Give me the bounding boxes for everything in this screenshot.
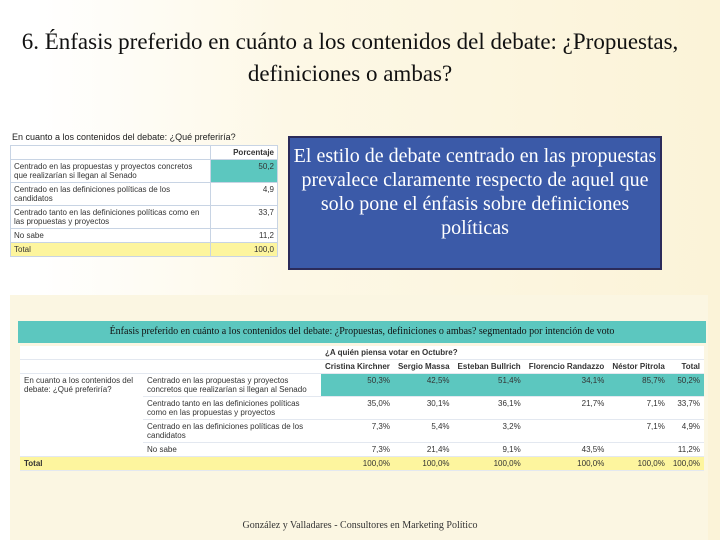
row-label: Centrado tanto en las definiciones polít…: [10, 205, 211, 229]
cell-value: 33,7%: [668, 396, 704, 420]
cell: [20, 346, 321, 360]
cell-value: 7,3%: [321, 442, 394, 457]
table-row: Total 100,0: [10, 242, 278, 257]
cell-value: 100,0: [210, 242, 278, 257]
group-header-row: ¿A quién piensa votar en Octubre?: [20, 346, 704, 360]
row-group: En cuanto a los contenidos del debate: ¿…: [20, 373, 143, 457]
row-label: Centrado en las propuestas y proyectos c…: [143, 373, 321, 397]
cell-value: 7,1%: [608, 396, 669, 420]
cell-value: 30,1%: [393, 396, 454, 420]
cell-value: 100,0%: [453, 456, 525, 471]
cell-value: 42,5%: [393, 373, 454, 397]
segment-table: ¿A quién piensa votar en Octubre? Cristin…: [20, 346, 704, 471]
row-label: Centrado en las propuestas y proyectos c…: [10, 159, 211, 183]
cell: [143, 359, 321, 374]
cell-value: 5,4%: [393, 419, 454, 443]
table-row: Centrado en las definiciones políticas d…: [10, 182, 278, 206]
cell: [143, 456, 321, 471]
cell-value: 7,1%: [608, 419, 669, 443]
row-label: Centrado tanto en las definiciones polít…: [143, 396, 321, 420]
footer: González y Valladares - Consultores en M…: [242, 520, 478, 531]
cell-value: 100,0%: [608, 456, 669, 471]
group-header: ¿A quién piensa votar en Octubre?: [321, 346, 704, 360]
column-header: Florencio Randazzo: [524, 359, 609, 374]
cell-value: 11,2: [210, 228, 278, 243]
cell-value: 50,2%: [668, 373, 704, 397]
cell-value: 4,9: [210, 182, 278, 206]
cell-value: 21,4%: [393, 442, 454, 457]
column-header: Esteban Bullrich: [453, 359, 525, 374]
cell-value: 3,2%: [453, 419, 525, 443]
cell-value: 50,2: [210, 159, 278, 183]
cell-value: 11,2%: [668, 442, 704, 457]
header-cell: Porcentaje: [210, 145, 278, 160]
cell-value: 34,1%: [524, 373, 609, 397]
column-header: Cristina Kirchner: [321, 359, 394, 374]
row-label: Centrado en las definiciones políticas d…: [143, 419, 321, 443]
column-header: Sergio Massa: [393, 359, 454, 374]
table-row: En cuanto a los contenidos del debate: ¿…: [20, 373, 704, 457]
table-row: Centrado en las definiciones políticas d…: [20, 419, 704, 443]
cell-value: 33,7: [210, 205, 278, 229]
cell: [20, 359, 143, 374]
cell-value: 50,3%: [321, 373, 394, 397]
table-row: Centrado tanto en las definiciones polít…: [10, 205, 278, 229]
header-cell: [10, 145, 211, 160]
cell-value: 43,5%: [524, 442, 609, 457]
row-label: Total: [10, 242, 211, 257]
cell-value: 100,0%: [321, 456, 394, 471]
cell-value: 51,4%: [453, 373, 525, 397]
header-row: Porcentaje: [10, 145, 278, 160]
table-row: Centrado en las propuestas y proyectos c…: [10, 159, 278, 183]
row-label: Total: [20, 456, 143, 471]
callout: El estilo de debate centrado en las prop…: [288, 136, 662, 270]
column-header: Néstor Pitrola: [608, 359, 669, 374]
summary-table: Porcentaje Centrado en las propuestas y p…: [10, 145, 278, 257]
cell-value: [608, 442, 669, 457]
cell-value: 35,0%: [321, 396, 394, 420]
table-caption: En cuanto a los contenidos del debate: ¿…: [12, 132, 236, 142]
table-row: Centrado tanto en las definiciones polít…: [20, 396, 704, 420]
cell-value: 85,7%: [608, 373, 669, 397]
row-label: No sabe: [143, 442, 321, 457]
cell-value: 100,0%: [668, 456, 704, 471]
slide-title: 6. Énfasis preferido en cuánto a los con…: [21, 29, 679, 86]
column-header: Total: [668, 359, 704, 374]
table-row: No sabe 7,3% 21,4% 9,1% 43,5% 11,2%: [20, 442, 704, 457]
cell-value: 100,0%: [524, 456, 609, 471]
table-row: No sabe 11,2: [10, 228, 278, 243]
header-row: Cristina Kirchner Sergio Massa Esteban Bul…: [20, 359, 704, 374]
table-title: Énfasis preferido en cuánto a los conten…: [18, 321, 706, 343]
cell-value: 7,3%: [321, 419, 394, 443]
cell-value: 21,7%: [524, 396, 609, 420]
row-label: Centrado en las definiciones políticas d…: [10, 182, 211, 206]
cell-value: 4,9%: [668, 419, 704, 443]
row-label: No sabe: [10, 228, 211, 243]
cell-value: 9,1%: [453, 442, 525, 457]
cell-value: [524, 419, 609, 443]
cell-value: 100,0%: [393, 456, 454, 471]
table-row: Total 100,0% 100,0% 100,0% 100,0% 100,0% 100,0…: [20, 456, 704, 471]
cell-value: 36,1%: [453, 396, 525, 420]
